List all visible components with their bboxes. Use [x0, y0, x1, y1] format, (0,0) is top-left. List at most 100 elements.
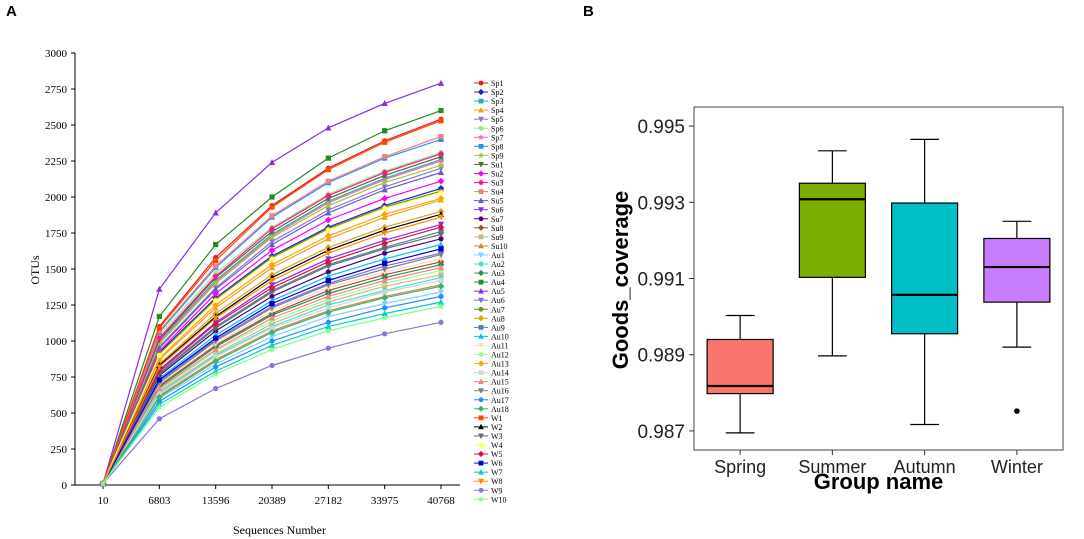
data-point [325, 319, 331, 325]
legend-label: Sp3 [491, 97, 503, 106]
legend-label: Au10 [491, 332, 509, 341]
data-point [268, 233, 276, 241]
outlier-point [1014, 408, 1020, 414]
x-tick-label: 13596 [202, 495, 230, 507]
data-point [325, 272, 332, 279]
legend-label: W7 [491, 468, 503, 477]
goods-coverage-boxplot: 0.987 0.989 0.991 0.993 0.995 Spring Summer Aut… [608, 106, 1064, 494]
data-point [438, 118, 444, 124]
legend-swatch-marker [477, 133, 485, 141]
data-point [325, 124, 332, 131]
legend-item: W6 [474, 459, 503, 468]
legend-item: W4 [474, 441, 503, 450]
legend-label: Sp8 [491, 142, 503, 151]
legend-label: Su7 [491, 215, 503, 224]
legend-item: Sp5 [474, 115, 503, 124]
data-point [382, 260, 388, 266]
data-point [381, 230, 388, 237]
legend-item: Su10 [474, 242, 507, 251]
data-point [437, 256, 445, 263]
legend-swatch-marker [478, 180, 484, 185]
data-point [325, 155, 331, 161]
data-point [438, 190, 444, 196]
legend-label: Au8 [491, 314, 505, 323]
data-point [212, 279, 220, 287]
legend-swatch-marker [478, 234, 484, 240]
legend-label: W10 [491, 495, 507, 504]
data-point [324, 308, 332, 316]
legend-label: W9 [491, 486, 503, 495]
y-tick-label: 250 [51, 444, 68, 456]
legend-item: W2 [474, 423, 503, 432]
data-point [156, 325, 162, 331]
data-point [325, 282, 332, 289]
legend-swatch-marker [478, 352, 484, 357]
data-point [268, 328, 276, 336]
legend-item: Su3 [474, 179, 503, 188]
legend-swatch-marker [478, 306, 484, 312]
y-tick-label: 750 [51, 372, 68, 384]
data-point [212, 346, 219, 353]
line-chart-series [99, 79, 445, 487]
legend-swatch-marker [477, 152, 485, 159]
data-point [156, 335, 162, 341]
y-tick-label: 0.989 [637, 346, 685, 367]
data-point [213, 354, 219, 360]
data-point [213, 273, 219, 279]
data-point [156, 385, 163, 392]
data-point [268, 241, 276, 248]
legend-swatch-marker [478, 116, 484, 123]
x-tick-label: Summer [798, 457, 866, 477]
legend-swatch-marker [478, 297, 484, 304]
data-point [269, 256, 275, 262]
legend-swatch-marker [478, 143, 484, 149]
data-point [381, 178, 389, 186]
rarefaction-line-chart: 0 250 500 750 1000 1250 1500 1750 2000 2250 2500 27… [28, 48, 509, 537]
data-point [382, 154, 388, 160]
data-point [438, 319, 444, 325]
x-tick-label: Spring [714, 457, 766, 477]
data-point [269, 338, 275, 344]
x-tick-label: 27182 [315, 495, 343, 507]
legend-item: Su2 [474, 170, 503, 179]
x-tick-label: Winter [991, 457, 1043, 477]
legend-item: W8 [474, 477, 503, 486]
legend-label: W6 [491, 459, 503, 468]
box-iqr [891, 202, 959, 335]
legend-item: Au13 [474, 360, 509, 369]
y-tick-label: 0.995 [637, 117, 685, 138]
data-point [212, 370, 220, 378]
y-tick-label: 1250 [45, 300, 68, 312]
data-point [99, 479, 107, 487]
data-point [156, 328, 162, 334]
legend-label: W2 [491, 423, 503, 432]
legend-item: Au2 [474, 260, 505, 269]
legend-swatch-marker [478, 469, 484, 475]
legend-item: Au12 [474, 351, 509, 360]
legend-label: Su3 [491, 179, 503, 188]
data-point [325, 192, 331, 199]
data-point [438, 272, 444, 278]
data-point [381, 294, 389, 302]
series-au13 [99, 195, 445, 487]
data-point [212, 357, 220, 365]
data-point [381, 210, 389, 218]
legend-label: Su10 [491, 242, 507, 251]
data-point [324, 258, 332, 266]
data-point [268, 261, 276, 269]
data-point [438, 236, 444, 242]
x-tick-label: 33975 [371, 495, 399, 507]
legend-swatch-marker [477, 88, 485, 96]
data-point [269, 325, 275, 331]
legend-swatch-marker [478, 388, 484, 394]
legend-label: Su1 [491, 160, 503, 169]
legend-label: W3 [491, 432, 503, 441]
data-point [437, 177, 445, 185]
data-point [438, 293, 444, 299]
legend-swatch-marker [478, 478, 484, 485]
legend-label: W5 [491, 450, 503, 459]
legend-label: Au14 [491, 369, 509, 378]
y-tick-label: 2500 [45, 120, 68, 132]
box-winter [983, 220, 1051, 414]
legend-item: Au15 [474, 378, 509, 387]
